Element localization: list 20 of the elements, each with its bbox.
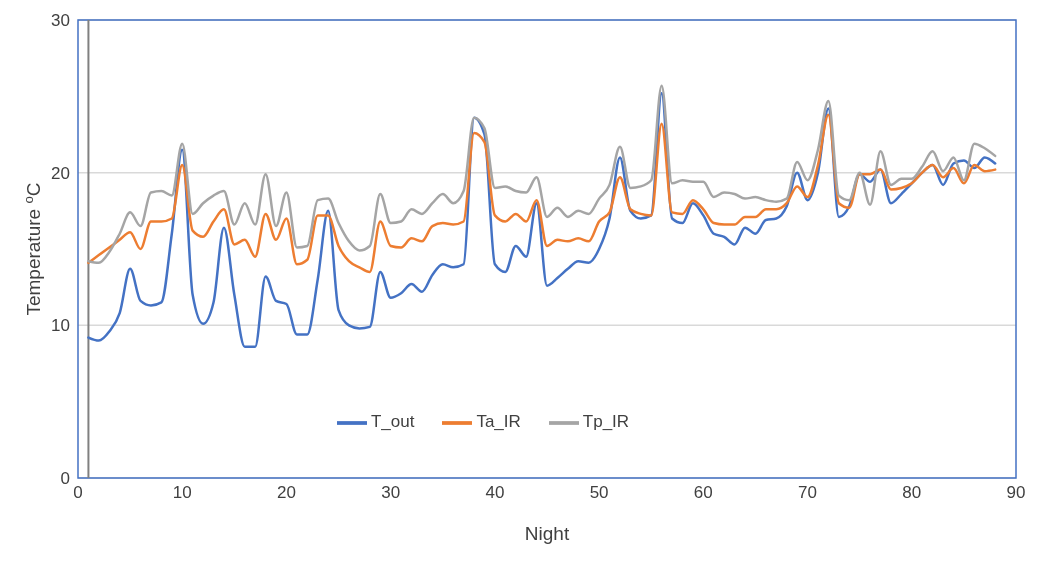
x-tick-label: 30: [381, 483, 401, 503]
line-series: [87, 113, 997, 274]
line-series: [87, 84, 997, 264]
x-tick-label: 10: [172, 483, 192, 503]
x-axis-title: Night: [524, 523, 570, 544]
legend-label: Tp_IR: [582, 412, 630, 432]
y-tick-label: 10: [51, 316, 70, 336]
legend-label: T_out: [370, 412, 415, 432]
x-tick-label: 40: [485, 483, 505, 503]
x-tick-label: 20: [276, 483, 296, 503]
x-tick-label: 90: [1006, 483, 1026, 503]
legend-label: Ta_IR: [476, 412, 521, 432]
y-tick-label: 30: [51, 11, 70, 31]
y-tick-label: 20: [51, 163, 70, 183]
x-tick-label: 0: [73, 483, 83, 503]
y-tick-label: 0: [60, 469, 70, 489]
x-tick-label: 50: [589, 483, 609, 503]
x-tick-label: 60: [693, 483, 713, 503]
x-tick-label: 80: [902, 483, 922, 503]
x-tick-label: 70: [798, 483, 818, 503]
